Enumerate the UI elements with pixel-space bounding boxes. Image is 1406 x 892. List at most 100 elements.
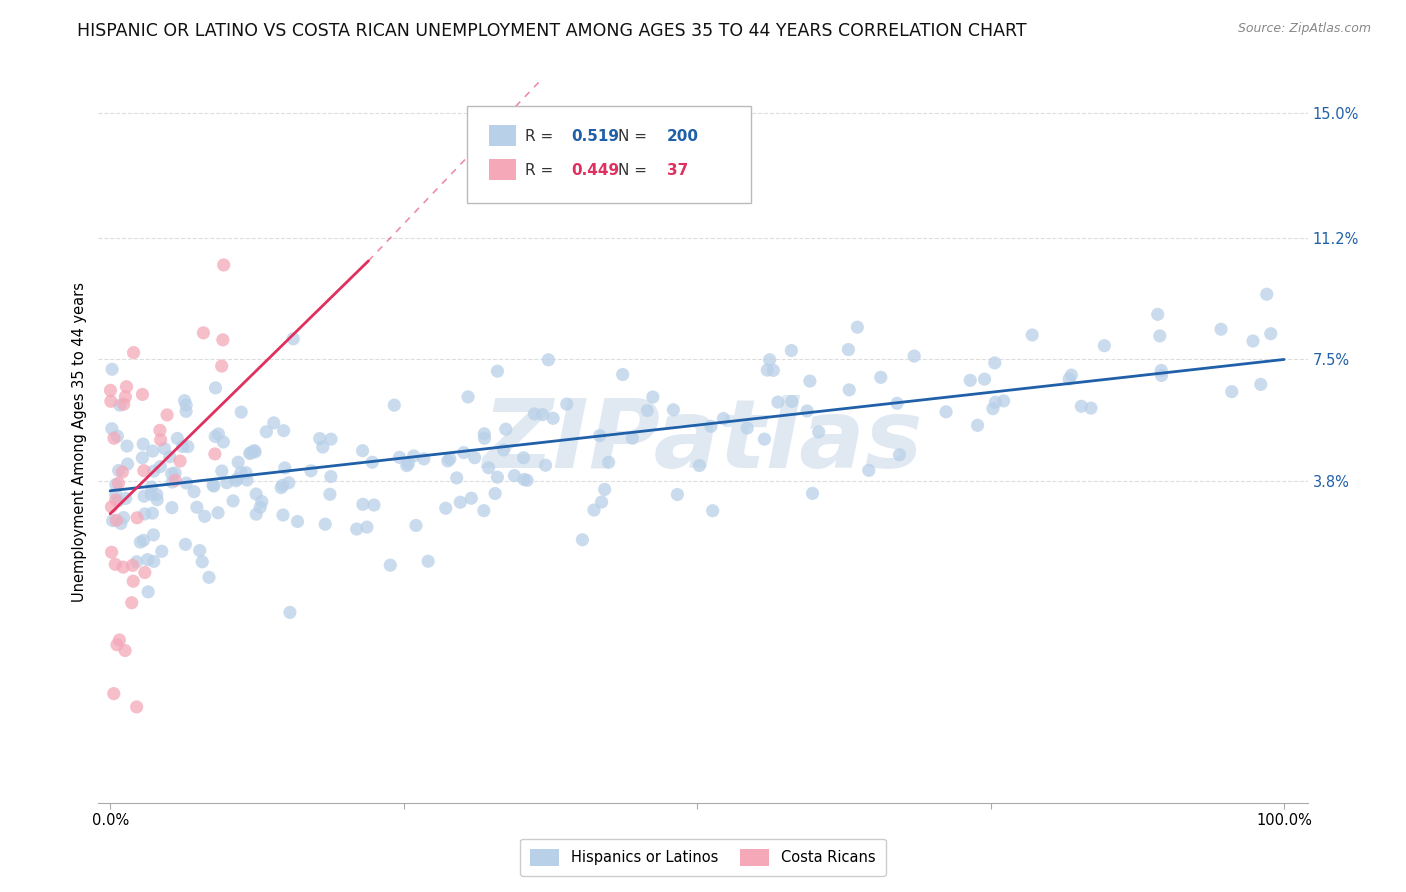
Text: R =: R =: [526, 129, 558, 145]
Point: [801, 486, 824, 500]
Point: [621, 431, 644, 445]
Point: [464, 450, 486, 465]
Point: [162, 475, 184, 489]
Point: [114, 390, 136, 404]
Point: [274, 461, 297, 475]
Point: [380, 558, 402, 573]
Point: [754, 432, 776, 446]
Point: [271, 508, 294, 522]
Point: [314, 517, 336, 532]
Point: [202, 479, 225, 493]
Point: [446, 471, 468, 485]
Point: [110, 516, 132, 531]
Point: [1092, 339, 1115, 353]
Point: [115, 439, 138, 453]
Text: HISPANIC OR LATINO VS COSTA RICAN UNEMPLOYMENT AMONG AGES 35 TO 44 YEARS CORRELA: HISPANIC OR LATINO VS COSTA RICAN UNEMPL…: [77, 22, 1026, 40]
Point: [111, 465, 134, 479]
Point: [211, 359, 233, 373]
Point: [591, 495, 613, 509]
Point: [174, 398, 197, 412]
Point: [149, 459, 172, 474]
Point: [101, 422, 124, 436]
Point: [136, 585, 159, 599]
Point: [141, 480, 163, 494]
Point: [984, 356, 1007, 370]
Point: [598, 455, 620, 469]
Point: [100, 394, 122, 409]
Point: [582, 503, 605, 517]
Point: [453, 445, 475, 459]
Point: [735, 421, 758, 435]
Point: [356, 520, 378, 534]
Point: [1241, 334, 1264, 348]
Point: [388, 450, 411, 465]
Point: [145, 487, 167, 501]
Point: [245, 487, 267, 501]
Point: [156, 408, 179, 422]
Point: [121, 596, 143, 610]
Point: [105, 513, 128, 527]
Point: [125, 555, 148, 569]
Point: [352, 443, 374, 458]
Point: [127, 510, 149, 524]
Point: [1260, 326, 1282, 341]
Point: [146, 492, 169, 507]
Point: [512, 450, 534, 465]
Point: [173, 393, 195, 408]
Point: [194, 509, 217, 524]
Text: R =: R =: [526, 163, 558, 178]
Point: [100, 500, 122, 514]
Point: [243, 445, 266, 459]
Point: [166, 431, 188, 445]
Point: [352, 497, 374, 511]
Point: [758, 352, 780, 367]
Text: 0.519: 0.519: [571, 129, 619, 145]
Y-axis label: Unemployment Among Ages 35 to 44 years: Unemployment Among Ages 35 to 44 years: [72, 282, 87, 601]
Point: [308, 432, 330, 446]
Point: [107, 476, 129, 491]
Point: [101, 362, 124, 376]
Point: [702, 504, 724, 518]
Point: [249, 500, 271, 515]
Point: [807, 425, 830, 439]
Point: [405, 518, 427, 533]
Point: [973, 372, 995, 386]
Point: [766, 395, 789, 409]
Point: [204, 447, 226, 461]
Point: [299, 464, 322, 478]
Point: [1256, 287, 1278, 301]
Point: [125, 700, 148, 714]
Point: [457, 390, 479, 404]
Point: [700, 419, 723, 434]
Point: [346, 522, 368, 536]
Point: [513, 473, 536, 487]
Point: [201, 478, 224, 492]
Point: [449, 495, 471, 509]
Point: [121, 558, 143, 573]
Point: [503, 468, 526, 483]
Point: [319, 432, 342, 446]
Point: [571, 533, 593, 547]
Point: [134, 507, 156, 521]
Point: [240, 445, 263, 459]
Point: [160, 500, 183, 515]
Point: [122, 574, 145, 589]
Point: [207, 426, 229, 441]
Point: [641, 390, 664, 404]
Point: [382, 398, 405, 412]
Point: [165, 466, 187, 480]
Point: [236, 473, 259, 487]
Point: [112, 397, 135, 411]
Point: [174, 404, 197, 418]
Point: [129, 535, 152, 549]
Point: [858, 463, 880, 477]
Point: [319, 487, 342, 501]
Point: [472, 426, 495, 441]
Point: [134, 566, 156, 580]
Point: [112, 510, 135, 524]
Point: [460, 491, 482, 506]
Point: [142, 554, 165, 568]
Point: [486, 364, 509, 378]
Point: [160, 467, 183, 481]
Point: [212, 333, 235, 347]
